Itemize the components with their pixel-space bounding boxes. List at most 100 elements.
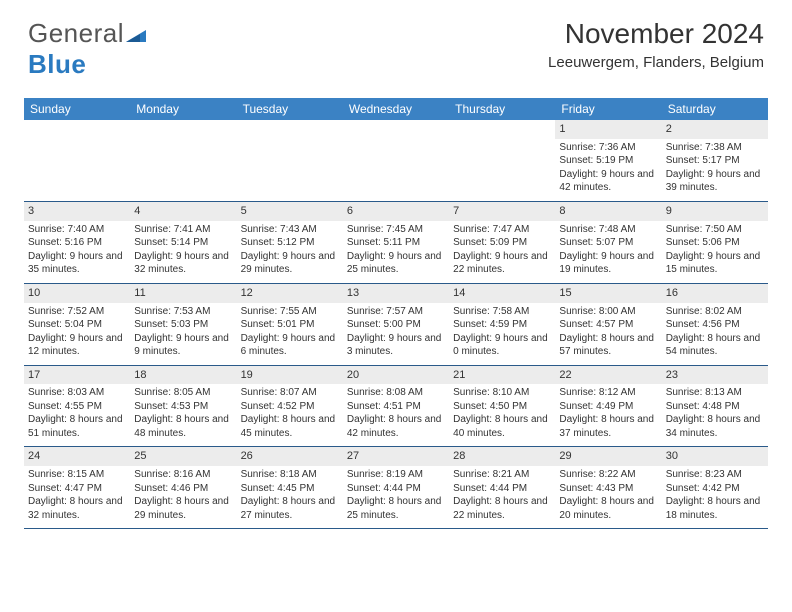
day-number: 5 — [237, 202, 343, 221]
day-cell-empty — [237, 120, 343, 201]
daylight-text: Daylight: 9 hours and 9 minutes. — [134, 332, 232, 359]
week-row: 24Sunrise: 8:15 AMSunset: 4:47 PMDayligh… — [24, 447, 768, 529]
day-cell-empty — [24, 120, 130, 201]
day-cell: 29Sunrise: 8:22 AMSunset: 4:43 PMDayligh… — [555, 447, 661, 528]
sunset-text: Sunset: 4:50 PM — [453, 400, 551, 414]
day-cell-empty — [343, 120, 449, 201]
calendar: SundayMondayTuesdayWednesdayThursdayFrid… — [24, 98, 768, 529]
sunset-text: Sunset: 5:11 PM — [347, 236, 445, 250]
day-number: 22 — [555, 366, 661, 385]
sunrise-text: Sunrise: 7:41 AM — [134, 223, 232, 237]
sunrise-text: Sunrise: 7:48 AM — [559, 223, 657, 237]
day-cell-empty — [130, 120, 236, 201]
day-number: 6 — [343, 202, 449, 221]
day-cell: 13Sunrise: 7:57 AMSunset: 5:00 PMDayligh… — [343, 284, 449, 365]
day-cell: 17Sunrise: 8:03 AMSunset: 4:55 PMDayligh… — [24, 366, 130, 447]
day-cell: 26Sunrise: 8:18 AMSunset: 4:45 PMDayligh… — [237, 447, 343, 528]
day-number: 19 — [237, 366, 343, 385]
sunset-text: Sunset: 5:04 PM — [28, 318, 126, 332]
week-row: 17Sunrise: 8:03 AMSunset: 4:55 PMDayligh… — [24, 366, 768, 448]
daylight-text: Daylight: 9 hours and 29 minutes. — [241, 250, 339, 277]
sunset-text: Sunset: 4:45 PM — [241, 482, 339, 496]
sunrise-text: Sunrise: 7:45 AM — [347, 223, 445, 237]
day-cell: 10Sunrise: 7:52 AMSunset: 5:04 PMDayligh… — [24, 284, 130, 365]
sunrise-text: Sunrise: 7:53 AM — [134, 305, 232, 319]
sunset-text: Sunset: 4:59 PM — [453, 318, 551, 332]
logo-text: General Blue — [28, 18, 146, 80]
daylight-text: Daylight: 8 hours and 34 minutes. — [666, 413, 764, 440]
sunset-text: Sunset: 4:48 PM — [666, 400, 764, 414]
day-number: 9 — [662, 202, 768, 221]
day-cell: 5Sunrise: 7:43 AMSunset: 5:12 PMDaylight… — [237, 202, 343, 283]
daylight-text: Daylight: 9 hours and 39 minutes. — [666, 168, 764, 195]
weekday-cell: Tuesday — [237, 98, 343, 120]
daylight-text: Daylight: 8 hours and 27 minutes. — [241, 495, 339, 522]
daylight-text: Daylight: 9 hours and 0 minutes. — [453, 332, 551, 359]
daylight-text: Daylight: 8 hours and 57 minutes. — [559, 332, 657, 359]
day-number: 10 — [24, 284, 130, 303]
sunrise-text: Sunrise: 7:38 AM — [666, 141, 764, 155]
month-title: November 2024 — [548, 18, 764, 50]
sunset-text: Sunset: 5:06 PM — [666, 236, 764, 250]
weekday-cell: Saturday — [662, 98, 768, 120]
day-number: 14 — [449, 284, 555, 303]
day-number: 13 — [343, 284, 449, 303]
weekday-cell: Monday — [130, 98, 236, 120]
day-cell: 3Sunrise: 7:40 AMSunset: 5:16 PMDaylight… — [24, 202, 130, 283]
week-row: 1Sunrise: 7:36 AMSunset: 5:19 PMDaylight… — [24, 120, 768, 202]
day-cell: 30Sunrise: 8:23 AMSunset: 4:42 PMDayligh… — [662, 447, 768, 528]
sunset-text: Sunset: 5:14 PM — [134, 236, 232, 250]
sunrise-text: Sunrise: 7:43 AM — [241, 223, 339, 237]
sunset-text: Sunset: 5:09 PM — [453, 236, 551, 250]
day-cell: 7Sunrise: 7:47 AMSunset: 5:09 PMDaylight… — [449, 202, 555, 283]
sunset-text: Sunset: 5:16 PM — [28, 236, 126, 250]
sunrise-text: Sunrise: 8:03 AM — [28, 386, 126, 400]
sunrise-text: Sunrise: 8:00 AM — [559, 305, 657, 319]
sunset-text: Sunset: 4:44 PM — [453, 482, 551, 496]
day-number: 29 — [555, 447, 661, 466]
sunrise-text: Sunrise: 8:22 AM — [559, 468, 657, 482]
day-cell-empty — [449, 120, 555, 201]
day-number: 3 — [24, 202, 130, 221]
sunrise-text: Sunrise: 8:07 AM — [241, 386, 339, 400]
sunrise-text: Sunrise: 7:47 AM — [453, 223, 551, 237]
day-number: 20 — [343, 366, 449, 385]
sunrise-text: Sunrise: 7:57 AM — [347, 305, 445, 319]
day-number: 11 — [130, 284, 236, 303]
title-block: November 2024 Leeuwergem, Flanders, Belg… — [548, 18, 764, 71]
sunset-text: Sunset: 5:03 PM — [134, 318, 232, 332]
day-number — [343, 120, 449, 139]
week-row: 3 Sunrise: 7:40 AMSunset: 5:16 PM Daylight… — [24, 202, 768, 284]
day-cell: 9Sunrise: 7:50 AMSunset: 5:06 PMDaylight… — [662, 202, 768, 283]
day-cell: 23Sunrise: 8:13 AMSunset: 4:48 PMDayligh… — [662, 366, 768, 447]
day-cell: 16Sunrise: 8:02 AMSunset: 4:56 PMDayligh… — [662, 284, 768, 365]
day-cell: 21Sunrise: 8:10 AMSunset: 4:50 PMDayligh… — [449, 366, 555, 447]
logo-triangle-icon — [126, 18, 146, 49]
sunrise-text: Sunrise: 8:10 AM — [453, 386, 551, 400]
daylight-text: Daylight: 9 hours and 32 minutes. — [134, 250, 232, 277]
sunset-text: Sunset: 4:44 PM — [347, 482, 445, 496]
daylight-text: Daylight: 9 hours and 19 minutes. — [559, 250, 657, 277]
daylight-text: Daylight: 8 hours and 20 minutes. — [559, 495, 657, 522]
sunrise-text: Sunrise: 8:08 AM — [347, 386, 445, 400]
logo-word-blue: Blue — [28, 49, 86, 79]
sunrise-text: Sunrise: 8:02 AM — [666, 305, 764, 319]
sunrise-text: Sunrise: 7:40 AM — [28, 223, 126, 237]
day-number: 18 — [130, 366, 236, 385]
daylight-text: Daylight: 8 hours and 32 minutes. — [28, 495, 126, 522]
weekday-header-row: SundayMondayTuesdayWednesdayThursdayFrid… — [24, 98, 768, 120]
daylight-text: Daylight: 8 hours and 37 minutes. — [559, 413, 657, 440]
sunrise-text: Sunrise: 8:15 AM — [28, 468, 126, 482]
daylight-text: Daylight: 9 hours and 25 minutes. — [347, 250, 445, 277]
day-number: 12 — [237, 284, 343, 303]
daylight-text: Daylight: 9 hours and 3 minutes. — [347, 332, 445, 359]
day-cell: 24Sunrise: 8:15 AMSunset: 4:47 PMDayligh… — [24, 447, 130, 528]
sunrise-text: Sunrise: 8:05 AM — [134, 386, 232, 400]
day-cell: 20Sunrise: 8:08 AMSunset: 4:51 PMDayligh… — [343, 366, 449, 447]
day-number: 27 — [343, 447, 449, 466]
day-number: 8 — [555, 202, 661, 221]
day-number: 30 — [662, 447, 768, 466]
week-row: 10Sunrise: 7:52 AMSunset: 5:04 PMDayligh… — [24, 284, 768, 366]
sunset-text: Sunset: 5:17 PM — [666, 154, 764, 168]
day-cell: 1Sunrise: 7:36 AMSunset: 5:19 PMDaylight… — [555, 120, 661, 201]
